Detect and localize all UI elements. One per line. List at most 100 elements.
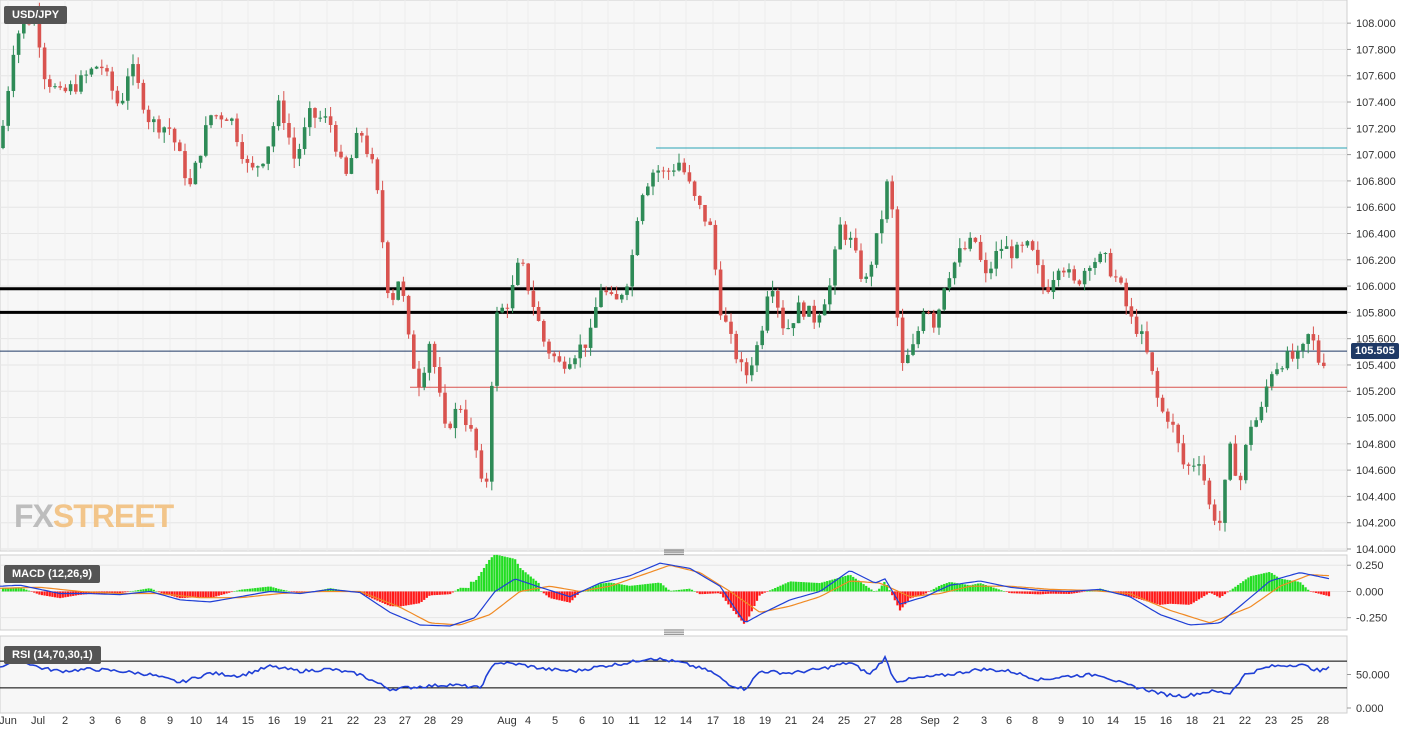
candle-body <box>1082 270 1087 285</box>
macd-bar <box>386 591 389 606</box>
x-tick-label: 8 <box>140 715 146 727</box>
candle-body <box>1150 352 1154 372</box>
candle-body <box>297 149 302 159</box>
macd-bar <box>987 585 990 592</box>
candle-body <box>516 262 520 285</box>
macd-bar <box>857 580 860 592</box>
macd-bar <box>454 590 457 592</box>
candle-body <box>188 178 192 185</box>
rsi-lines <box>0 654 1330 699</box>
macd-bar <box>1166 591 1169 604</box>
macd-bar <box>48 591 51 597</box>
macd-bar <box>480 571 483 592</box>
macd-bar <box>1174 591 1177 605</box>
macd-bar <box>982 584 985 592</box>
candle-body <box>640 195 645 222</box>
candle-body <box>906 354 910 364</box>
macd-bar <box>495 554 499 592</box>
candle-body <box>1119 277 1123 283</box>
macd-bar <box>966 584 969 592</box>
macd-bar <box>191 591 194 598</box>
macd-bar <box>124 591 127 593</box>
macd-bar <box>404 591 408 606</box>
macd-bar <box>1307 589 1310 592</box>
candle-body <box>999 248 1004 251</box>
candle-body <box>744 362 749 376</box>
macd-bar <box>950 582 954 592</box>
macd-bar <box>181 591 184 599</box>
macd-bar <box>771 589 774 592</box>
macd-bar <box>1002 591 1006 592</box>
macd-bar <box>1008 591 1011 593</box>
candle-body <box>417 368 421 388</box>
macd-bar <box>1054 591 1058 594</box>
macd-bar <box>1041 591 1045 595</box>
macd-bar <box>615 583 618 592</box>
candle-body <box>1077 280 1082 285</box>
macd-bar <box>1317 591 1320 594</box>
macd-bar <box>854 578 857 592</box>
macd-bar <box>508 557 512 592</box>
macd-bar <box>14 587 18 592</box>
macd-bar <box>828 580 831 592</box>
macd-bar <box>202 591 205 598</box>
macd-bar <box>1177 591 1180 605</box>
candle-body <box>718 269 723 316</box>
macd-bar <box>628 585 631 592</box>
macd-bar <box>274 588 278 592</box>
candle-body <box>594 307 598 328</box>
macd-bar <box>553 591 556 600</box>
macd-bar <box>1320 591 1323 595</box>
macd-bar <box>922 591 925 595</box>
macd-bar <box>810 582 813 592</box>
macd-bar <box>693 591 696 592</box>
macd-bar <box>937 585 941 592</box>
x-tick-label: 10 <box>1082 715 1094 727</box>
macd-bar <box>189 591 192 598</box>
macd-bar <box>243 589 246 592</box>
macd-bar <box>66 591 70 597</box>
candle-body <box>146 109 151 123</box>
x-tick-label: 21 <box>785 715 797 727</box>
macd-bar <box>911 591 915 598</box>
macd-bar <box>163 591 166 594</box>
macd-bar <box>789 581 792 592</box>
x-tick-label: 27 <box>864 715 876 727</box>
x-tick-label: 28 <box>890 715 902 727</box>
pane-resize-handles[interactable] <box>664 549 684 635</box>
macd-bar <box>813 582 816 592</box>
candle-body <box>932 312 936 328</box>
candle-body <box>1207 480 1212 505</box>
candle-body <box>386 242 390 294</box>
macd-bar <box>194 591 197 598</box>
candle-body <box>614 293 619 300</box>
x-tick-label: 8 <box>1032 715 1038 727</box>
candle-body <box>734 333 738 360</box>
macd-bar <box>254 588 257 592</box>
candle-body <box>292 137 296 159</box>
macd-bar <box>490 557 493 592</box>
candle-body <box>588 327 593 348</box>
candle-body <box>1301 343 1305 351</box>
x-axis: Jun Jul 2 3 6 8 9 10 14 15 16 19 21 22 23 27 28 29 Aug 4 5 6 1… <box>0 715 1329 727</box>
macd-bar <box>1070 591 1073 594</box>
macd-bar <box>212 591 215 598</box>
last-price-badge: 105.505 <box>1351 343 1399 359</box>
candle-body <box>89 68 94 75</box>
macd-bar <box>719 591 722 594</box>
macd-bar <box>883 581 886 592</box>
macd-bar <box>1249 576 1253 592</box>
macd-bar <box>475 579 478 592</box>
candle-body <box>16 33 21 55</box>
macd-bar <box>1158 591 1162 605</box>
candle-body <box>1160 397 1165 412</box>
macd-bar <box>493 554 496 592</box>
macd-bar <box>701 591 704 595</box>
macd-bar <box>170 591 174 596</box>
macd-bar <box>696 591 699 593</box>
candle-body <box>750 365 754 376</box>
y-axis-rsi: 50.000 0.000 <box>1347 670 1390 715</box>
candle-body <box>625 286 629 295</box>
macd-bar <box>176 591 179 598</box>
